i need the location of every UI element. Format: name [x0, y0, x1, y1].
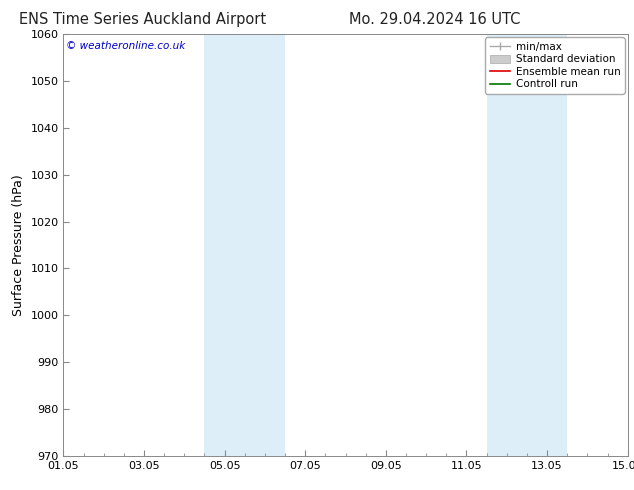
Text: ENS Time Series Auckland Airport: ENS Time Series Auckland Airport [19, 12, 266, 27]
Legend: min/max, Standard deviation, Ensemble mean run, Controll run: min/max, Standard deviation, Ensemble me… [486, 37, 624, 94]
Text: Mo. 29.04.2024 16 UTC: Mo. 29.04.2024 16 UTC [349, 12, 520, 27]
Bar [487, 34, 567, 456]
Y-axis label: Surface Pressure (hPa): Surface Pressure (hPa) [12, 174, 25, 316]
Bar [204, 34, 285, 456]
Text: © weatheronline.co.uk: © weatheronline.co.uk [66, 41, 186, 50]
